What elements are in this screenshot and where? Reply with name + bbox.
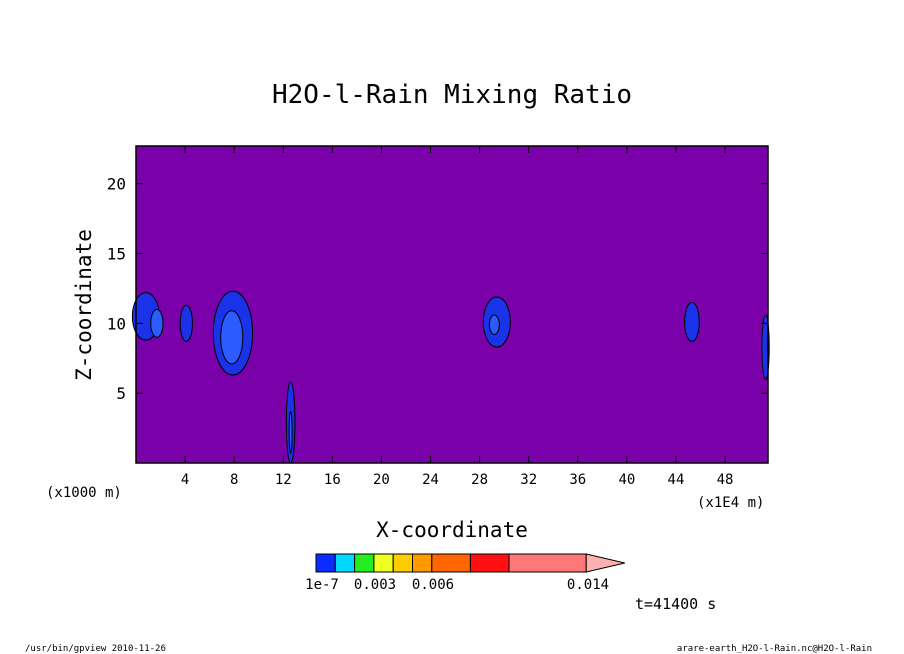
colorbar-arrow <box>585 553 625 573</box>
footer-right: arare-earth_H2O-l-Rain.nc@H2O-l-Rain <box>677 644 872 654</box>
x-tick-label-4: 4 <box>181 472 189 488</box>
colorbar-labels: 1e-7 0.003 0.006 0.014 <box>305 577 609 593</box>
colorbar-swatch-7 <box>469 553 510 573</box>
y-tick-label-20: 20 <box>107 175 126 194</box>
colorbar-tick-label-0: 1e-7 <box>305 577 339 593</box>
colorbar-swatch-5 <box>412 553 433 573</box>
rain-cell-4 <box>220 310 244 365</box>
x-tick-label-48: 48 <box>717 472 734 488</box>
plot-frame <box>135 145 769 464</box>
x-axis-title: X-coordinate <box>376 518 528 542</box>
x-tick-label-12: 12 <box>275 472 292 488</box>
colorbar-tick-label-2: 0.006 <box>412 577 454 593</box>
colorbar-swatch-2 <box>354 553 375 573</box>
colorbar-swatch-6 <box>431 553 471 573</box>
rain-cell-9 <box>684 301 700 343</box>
y-tick-label-5: 5 <box>116 384 126 403</box>
x-tick-label-8: 8 <box>230 472 238 488</box>
colorbar-swatch-0 <box>315 553 336 573</box>
footer-left: /usr/bin/gpview 2010-11-26 <box>25 644 166 654</box>
x-axis: 4 8 12 16 20 24 28 32 36 40 44 48 <box>181 146 734 488</box>
chart-title: H2O-l-Rain Mixing Ratio <box>272 80 632 110</box>
rain-cell-8 <box>488 314 500 336</box>
rain-cell-1 <box>150 308 164 338</box>
x-tick-label-28: 28 <box>471 472 488 488</box>
x-tick-label-32: 32 <box>520 472 537 488</box>
colorbar-swatch-3 <box>373 553 394 573</box>
colorbar <box>315 553 625 573</box>
x-tick-label-20: 20 <box>373 472 390 488</box>
colorbar-swatch-4 <box>392 553 414 573</box>
time-label: t=41400 s <box>635 595 716 613</box>
x-tick-label-24: 24 <box>422 472 439 488</box>
plot-area <box>131 145 770 464</box>
rain-cell-2 <box>179 304 193 343</box>
y-tick-label-10: 10 <box>107 314 126 333</box>
x-tick-label-44: 44 <box>668 472 685 488</box>
colorbar-swatch-1 <box>334 553 356 573</box>
y-tick-label-15: 15 <box>107 245 126 264</box>
x-tick-label-40: 40 <box>618 472 635 488</box>
rain-cell-6 <box>288 410 293 454</box>
x-tick-label-16: 16 <box>324 472 341 488</box>
rain-cells <box>131 290 770 464</box>
x-unit-label: (x1000 m) <box>46 485 122 501</box>
colorbar-swatch-8 <box>508 553 587 573</box>
y-axis-title: Z-coordinate <box>72 229 96 381</box>
x-exponent-label: (x1E4 m) <box>697 495 764 511</box>
colorbar-tick-label-1: 0.003 <box>354 577 396 593</box>
colorbar-tick-label-3: 0.014 <box>567 577 609 593</box>
x-tick-label-36: 36 <box>569 472 586 488</box>
y-axis: 5 10 15 20 <box>107 175 768 403</box>
